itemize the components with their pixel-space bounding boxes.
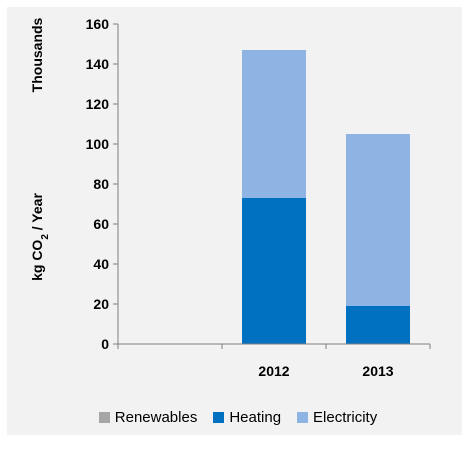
y-tick-label-40: 40 [93, 256, 109, 272]
y-tick-label-60: 60 [93, 216, 109, 232]
y-tick-label-80: 80 [93, 176, 109, 192]
bar-heating-2013 [346, 306, 410, 344]
legend-label-electricity: Electricity [313, 408, 378, 426]
y-tick-label-100: 100 [86, 136, 110, 152]
y-tick-label-120: 120 [86, 96, 110, 112]
y-axis-title-subscript: 2 [40, 234, 51, 240]
y-tick-label-20: 20 [93, 296, 109, 312]
legend-item-electricity: Electricity [297, 409, 377, 426]
x-tick-label-2012: 2012 [258, 363, 289, 379]
bar-electricity-2012 [242, 50, 306, 198]
legend-item-heating: Heating [213, 409, 281, 426]
y-axis-title-main: kg CO [29, 240, 45, 281]
bar-heating-2012 [242, 198, 306, 344]
legend: Renewables Heating Electricity [0, 406, 476, 428]
bar-electricity-2013 [346, 134, 410, 306]
legend-swatch-electricity [297, 411, 309, 423]
y-axis-units-label: Thousands [29, 17, 45, 92]
y-tick-label-0: 0 [101, 336, 109, 352]
x-tick-label-2013: 2013 [362, 363, 393, 379]
legend-label-heating: Heating [229, 408, 282, 426]
y-tick-label-160: 160 [86, 16, 110, 32]
legend-label-renewables: Renewables [114, 408, 198, 426]
legend-swatch-renewables [98, 411, 110, 423]
y-axis-title-tail: / Year [29, 193, 45, 235]
y-tick-label-140: 140 [86, 56, 110, 72]
y-axis-title: kg CO2 / Year [29, 193, 51, 281]
legend-swatch-heating [213, 411, 225, 423]
legend-item-renewables: Renewables [98, 408, 198, 426]
